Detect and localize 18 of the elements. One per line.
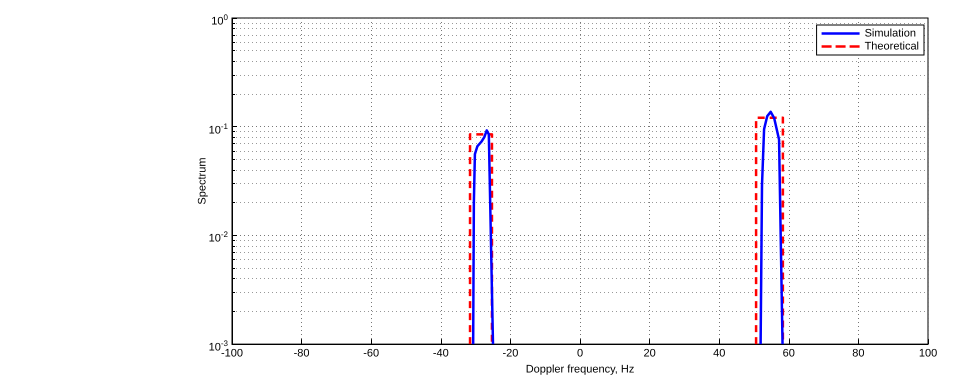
x-tick-label: -40 — [432, 348, 449, 360]
x-tick-label: 100 — [918, 348, 938, 360]
y-axis-title: Spectrum — [196, 158, 208, 205]
x-axis-title: Doppler frequency, Hz — [526, 364, 634, 376]
x-tick-label: 0 — [576, 348, 584, 360]
x-tick-label: -80 — [294, 348, 310, 360]
legend-label: Theoretical — [864, 40, 920, 52]
x-tick-label: 40 — [713, 348, 726, 360]
x-tick-label: 80 — [852, 348, 865, 360]
x-tick-label: -60 — [363, 348, 380, 360]
y-tick-label: 10$^{0}$ — [211, 12, 228, 29]
x-tick-label: 60 — [782, 348, 795, 360]
x-tick-label: -100 — [220, 348, 244, 360]
x-tick-label: -20 — [502, 348, 518, 360]
x-tick-label: 20 — [643, 348, 656, 360]
legend-label: Simulation — [864, 28, 916, 40]
y-tick-label: 10$^{-1}$ — [208, 120, 228, 138]
y-tick-label: 10$^{-2}$ — [208, 229, 228, 246]
